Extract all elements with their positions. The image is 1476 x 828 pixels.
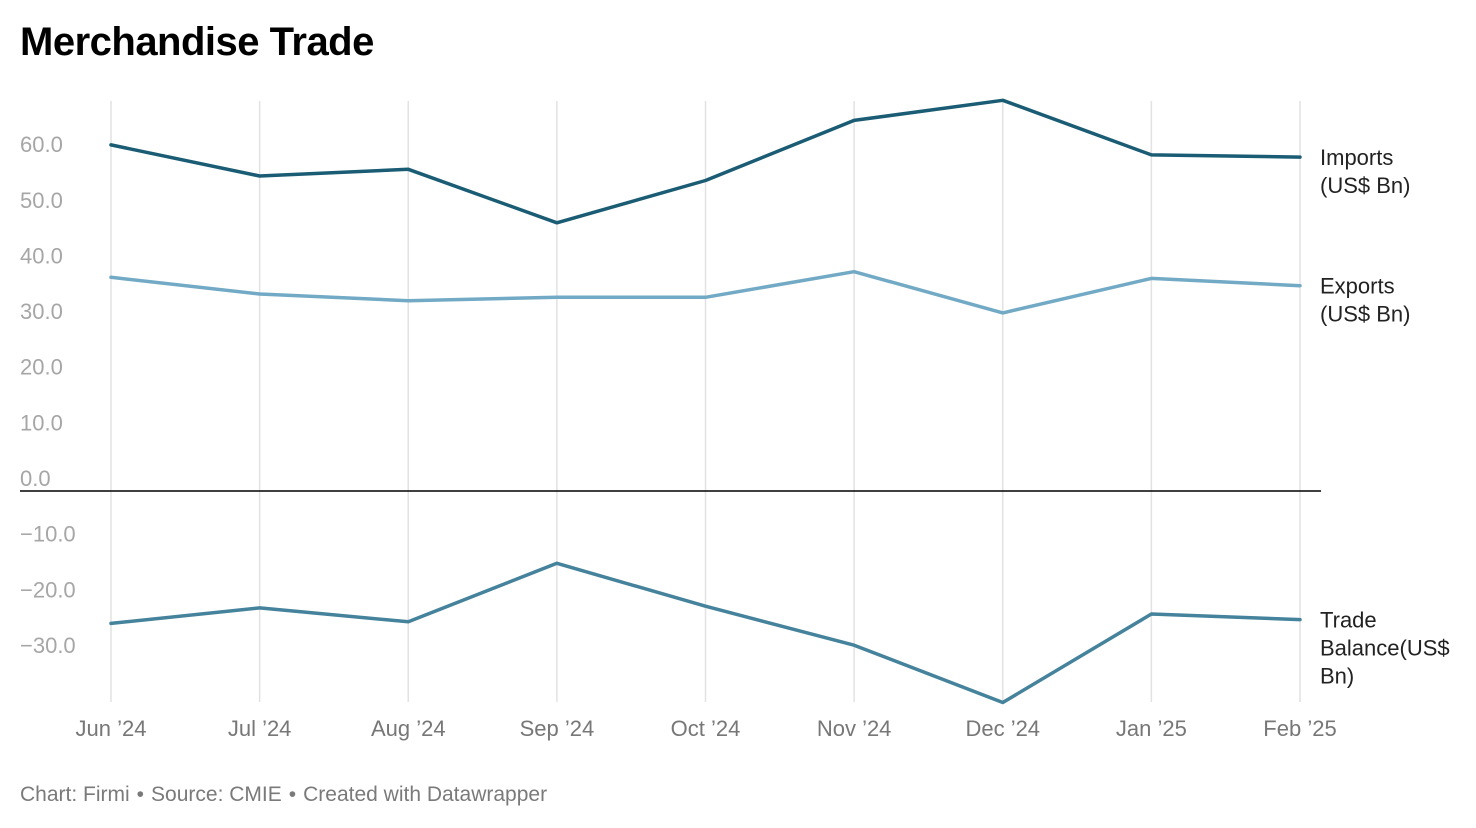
series-line	[109, 98, 1302, 225]
x-tick-label: Jan ’25	[1116, 716, 1187, 741]
chart-source: Source: CMIE	[151, 783, 282, 806]
chart-title: Merchandise Trade	[20, 20, 374, 64]
y-tick-label: −10.0	[20, 522, 76, 547]
y-tick-label: 0.0	[20, 466, 51, 491]
y-tick-label: 30.0	[20, 299, 63, 324]
x-tick-label: Dec ’24	[965, 716, 1040, 741]
y-tick-label: 60.0	[20, 132, 63, 157]
created-with-note: Created with Datawrapper	[303, 783, 548, 806]
x-tick-label: Feb ’25	[1263, 716, 1336, 741]
chart-credit: Chart: Firmi	[20, 783, 130, 806]
x-tick-label: Jul ’24	[228, 716, 292, 741]
y-tick-label: 40.0	[20, 243, 63, 268]
series-label: Imports (US$ Bn)	[1320, 145, 1410, 198]
y-tick-label: 50.0	[20, 188, 63, 213]
footer-separator: •	[288, 783, 297, 806]
series-line	[109, 561, 1302, 705]
series-label: Trade Balance(US$ Bn)	[1320, 608, 1450, 689]
x-tick-label: Oct ’24	[671, 716, 741, 741]
series-label: Exports (US$ Bn)	[1320, 274, 1410, 327]
chart-footer: Chart: Firmi • Source: CMIE • Created with D…	[20, 783, 547, 807]
y-tick-label: 20.0	[20, 355, 63, 380]
x-tick-label: Aug ’24	[371, 716, 446, 741]
x-tick-label: Jun ’24	[76, 716, 147, 741]
x-tick-label: Nov ’24	[817, 716, 892, 741]
footer-separator: •	[136, 783, 145, 806]
y-tick-label: 10.0	[20, 410, 63, 435]
series-line	[109, 269, 1302, 315]
y-tick-label: −20.0	[20, 577, 76, 602]
y-tick-label: −30.0	[20, 633, 76, 658]
x-tick-label: Sep ’24	[520, 716, 595, 741]
